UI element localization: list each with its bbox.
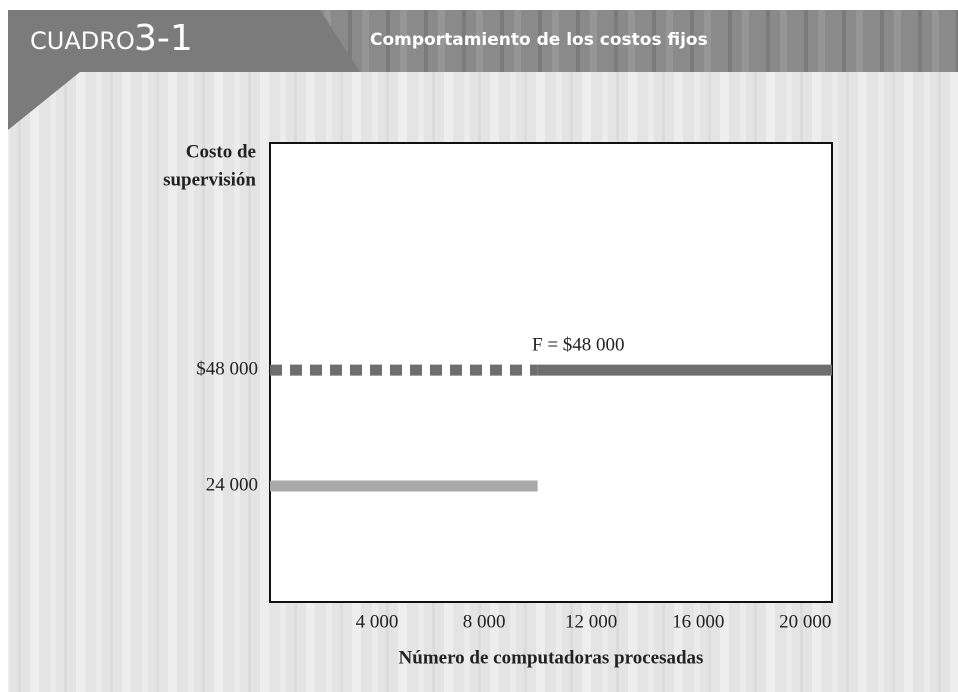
header-box [8, 10, 360, 130]
y-tick-label: $48 000 [196, 358, 258, 379]
y-axis-label: supervisión [163, 169, 256, 190]
x-tick-label: 12 000 [565, 611, 617, 632]
header-number: 3-1 [134, 18, 193, 59]
x-tick-label: 4 000 [356, 611, 399, 632]
x-tick-label: 20 000 [779, 611, 831, 632]
annotation: F = $48 000 [532, 334, 625, 355]
x-axis-label: Número de computadoras procesadas [399, 647, 704, 668]
chart-title: Comportamiento de los costos fijos [370, 30, 708, 50]
y-tick-label: 24 000 [206, 474, 258, 495]
header-label: CUADRO [30, 27, 135, 55]
y-axis-label: Costo de [186, 141, 256, 162]
x-tick-label: 16 000 [672, 611, 724, 632]
x-tick-label: 8 000 [463, 611, 506, 632]
